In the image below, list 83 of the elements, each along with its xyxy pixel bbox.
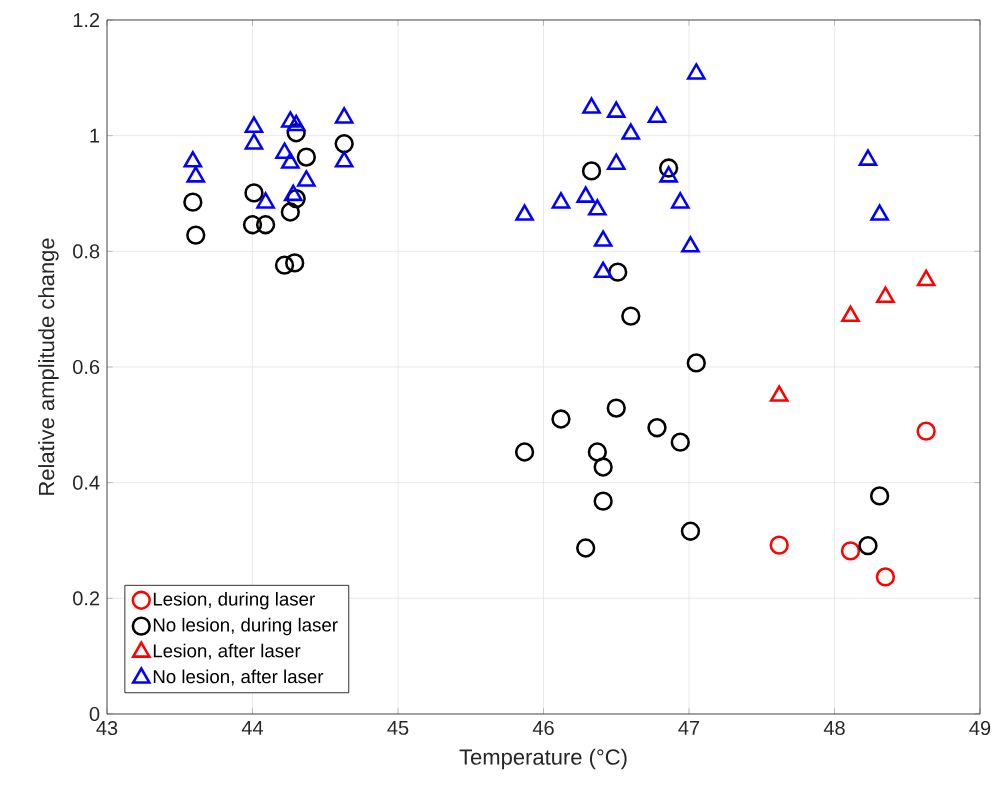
point: [858, 536, 878, 556]
point: [334, 151, 354, 168]
point: [593, 261, 613, 279]
y-tick-label: 0.4: [73, 475, 100, 490]
point: [858, 149, 878, 166]
point: [606, 398, 626, 418]
point: [244, 133, 264, 150]
point: [875, 567, 896, 587]
point: [274, 255, 295, 275]
point: [280, 111, 300, 128]
point: [587, 442, 608, 462]
point: [680, 521, 701, 541]
point: [769, 385, 789, 402]
point: [280, 202, 301, 222]
point: [606, 101, 626, 118]
y-tick-label: 1.2: [73, 13, 100, 27]
x-axis-title: Temperature (°C): [459, 748, 627, 770]
point: [916, 421, 936, 441]
point: [183, 192, 203, 212]
point: [551, 192, 571, 209]
point: [296, 170, 316, 187]
x-tick-label: 47: [678, 720, 700, 735]
point: [658, 158, 679, 178]
point: [647, 418, 667, 438]
point: [275, 142, 294, 159]
point: [280, 152, 300, 169]
point: [621, 123, 641, 140]
y-tick-label: 0.6: [73, 359, 100, 375]
point: [686, 63, 706, 80]
point: [242, 215, 263, 235]
point: [593, 457, 613, 477]
point: [551, 409, 571, 429]
point: [255, 215, 276, 235]
point: [769, 535, 789, 555]
point: [296, 147, 317, 167]
point: [256, 192, 275, 209]
point: [647, 106, 667, 124]
x-tick-label: 43: [96, 720, 118, 736]
point: [869, 486, 890, 506]
x-tick-label: 46: [532, 720, 554, 736]
legend-label: Lesion, after laser: [153, 643, 301, 660]
point: [514, 442, 535, 462]
x-tick-label: 48: [823, 720, 845, 736]
legend-label: No lesion, after laser: [153, 669, 324, 686]
point: [659, 166, 678, 183]
legend-label: Lesion, during laser: [153, 591, 315, 610]
point: [670, 192, 690, 209]
y-axis-title: Relative amplitude change: [38, 238, 59, 495]
y-tick-label: 0.8: [73, 244, 100, 259]
point: [285, 253, 305, 273]
point: [686, 353, 706, 373]
point: [916, 269, 936, 287]
x-tick-label: 44: [241, 720, 264, 735]
point: [593, 491, 613, 511]
point: [606, 153, 626, 170]
x-tick-label: 45: [387, 720, 409, 735]
y-tick-label: 0: [89, 706, 100, 722]
point: [186, 225, 206, 245]
point: [581, 161, 602, 181]
point: [576, 186, 596, 203]
point: [515, 204, 534, 221]
point: [841, 305, 860, 323]
point: [670, 432, 690, 452]
point: [244, 116, 264, 133]
point: [334, 107, 354, 124]
point: [681, 236, 700, 253]
point: [183, 151, 203, 168]
point: [621, 306, 641, 326]
point: [286, 114, 306, 132]
point: [876, 286, 895, 303]
point: [186, 166, 206, 183]
point: [593, 230, 613, 247]
x-tick-label: 49: [969, 720, 991, 736]
legend-label: No lesion, during laser: [153, 617, 338, 636]
point: [244, 183, 264, 203]
y-tick-label: 0.2: [73, 591, 100, 606]
point: [840, 541, 861, 561]
point: [870, 204, 889, 221]
point: [576, 538, 596, 558]
point: [582, 97, 601, 114]
y-tick-label: 1: [90, 128, 100, 143]
point: [283, 184, 303, 202]
point: [587, 199, 607, 216]
